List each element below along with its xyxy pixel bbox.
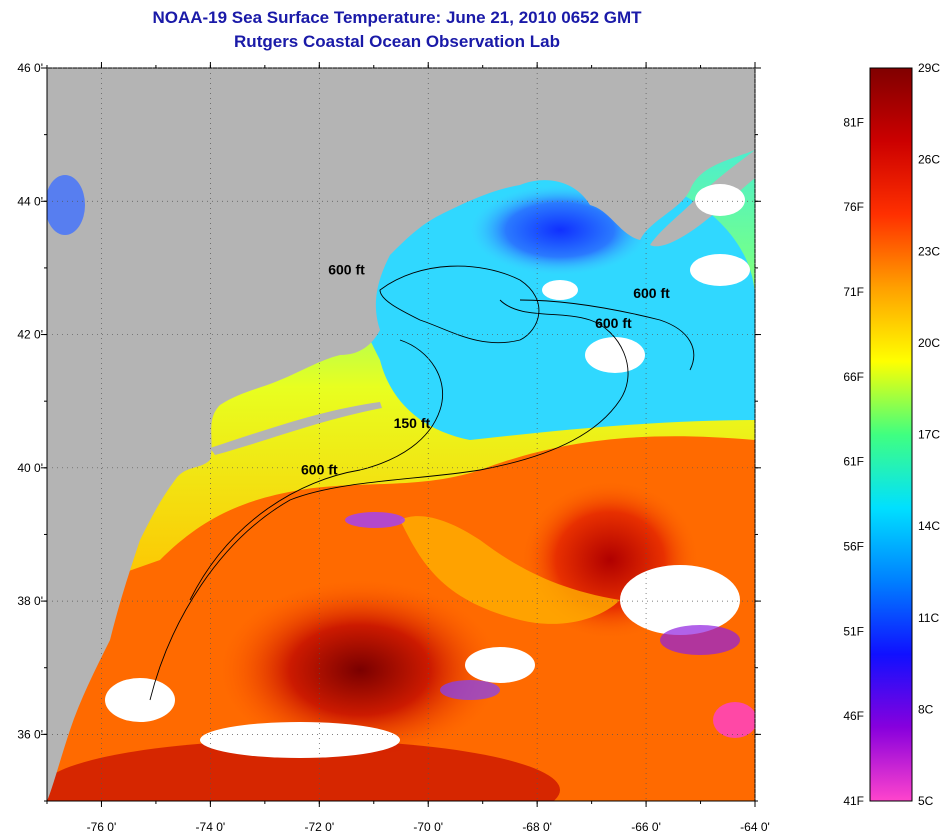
fahrenheit-label: 61F <box>843 455 864 469</box>
celsius-label: 17C <box>918 428 940 442</box>
fahrenheit-label: 56F <box>843 539 864 553</box>
celsius-label: 8C <box>918 702 934 716</box>
plot-frame <box>46 67 756 802</box>
cloud-cover <box>105 184 750 758</box>
lon-label: -68 0' <box>522 820 552 834</box>
colorbar-fill <box>869 67 913 802</box>
contour-label: 600 ft <box>301 461 338 477</box>
lon-label: -66 0' <box>631 820 661 834</box>
lat-label: 36 0' <box>17 727 43 741</box>
long-island <box>210 402 382 455</box>
warm-eddy-south <box>220 580 500 760</box>
chart-titles: NOAA-19 Sea Surface Temperature: June 21… <box>0 6 794 54</box>
lat-label: 42 0' <box>17 328 43 342</box>
graticule-grid <box>41 62 761 807</box>
contour-label: 150 ft <box>394 415 431 431</box>
lon-label: -64 0' <box>740 820 770 834</box>
fahrenheit-label: 51F <box>843 624 864 638</box>
land-northeast <box>47 68 755 801</box>
lon-label: -70 0' <box>413 820 443 834</box>
contour-label: 600 ft <box>595 315 632 331</box>
fahrenheit-label: 71F <box>843 285 864 299</box>
chart-title: NOAA-19 Sea Surface Temperature: June 21… <box>152 8 642 27</box>
fahrenheit-label: 66F <box>843 370 864 384</box>
fahrenheit-label: 76F <box>843 200 864 214</box>
lon-label: -74 0' <box>196 820 226 834</box>
lat-label: 46 0' <box>17 61 43 75</box>
celsius-label: 5C <box>918 794 934 808</box>
sst-map: 46 0' 44 0' 42 0' 40 0' 38 0' 36 0' -76 0' -74 … <box>17 61 769 834</box>
celsius-label: 23C <box>918 244 940 258</box>
lat-label: 40 0' <box>17 461 43 475</box>
fahrenheit-label: 81F <box>843 115 864 129</box>
lat-label: 38 0' <box>17 594 43 608</box>
contour-label: 600 ft <box>328 262 365 278</box>
contour-label: 600 ft <box>633 285 670 301</box>
fahrenheit-label: 41F <box>843 794 864 808</box>
chart-subtitle: Rutgers Coastal Ocean Observation Lab <box>234 32 560 51</box>
celsius-label: 11C <box>918 611 939 625</box>
axis-labels: 46 0' 44 0' 42 0' 40 0' 38 0' 36 0' -76 0' -74 … <box>17 61 769 834</box>
celsius-label: 26C <box>918 153 940 167</box>
colorbar-labels: 29C 26C 23C 20C 17C 14C 11C 8C 5C 81F 76F 71F 66F 61F… <box>843 61 940 808</box>
cloud-edge-speckles <box>47 175 755 738</box>
celsius-label: 14C <box>918 519 940 533</box>
gulf-stream-yellow <box>400 516 620 624</box>
fahrenheit-label: 46F <box>843 709 864 723</box>
lon-label: -76 0' <box>87 820 117 834</box>
celsius-label: 20C <box>918 336 940 350</box>
lat-label: 44 0' <box>17 194 43 208</box>
celsius-label: 29C <box>918 61 940 75</box>
bathymetry-contours <box>149 265 695 701</box>
warm-band-south <box>47 740 560 801</box>
lon-label: -72 0' <box>304 820 334 834</box>
